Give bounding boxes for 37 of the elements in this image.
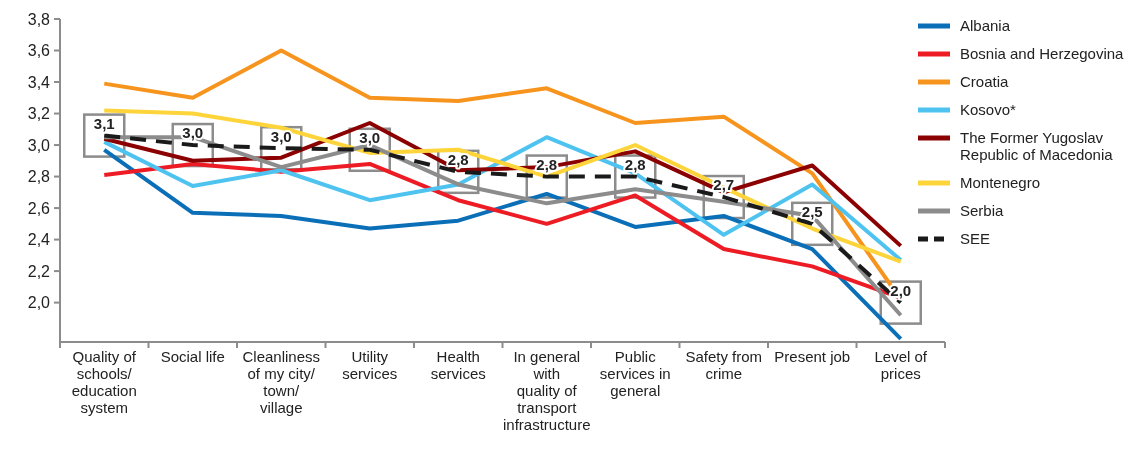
x-tick-label: Public services in general bbox=[599, 348, 671, 399]
x-tick-label: Quality of schools/ education system bbox=[71, 348, 137, 416]
x-tick-label: Social life bbox=[160, 348, 225, 365]
x-tick-label: In general with quality of transport infrastructure bbox=[502, 348, 591, 433]
data-label: 2,8 bbox=[536, 155, 558, 173]
legend-label: Kosovo* bbox=[960, 101, 1017, 119]
data-label: 2,7 bbox=[713, 176, 735, 194]
y-tick-label: 3,4 bbox=[27, 73, 51, 91]
legend-label: Montenegro bbox=[960, 174, 1041, 192]
data-label: 2,8 bbox=[447, 151, 469, 169]
y-tick-label: 3,2 bbox=[27, 105, 51, 123]
y-tick-label: 3,8 bbox=[27, 10, 51, 28]
x-tick-label: Present job bbox=[774, 348, 851, 365]
legend-label: The Former Yugoslav Republic of Macedonia bbox=[960, 129, 1114, 164]
y-tick-label: 2,2 bbox=[27, 262, 51, 280]
x-tick-label: Utility services bbox=[342, 348, 398, 382]
y-tick-label: 3,0 bbox=[27, 136, 51, 154]
data-label: 3,0 bbox=[359, 129, 381, 147]
data-label: 2,5 bbox=[801, 203, 823, 221]
x-tick-label: Health services bbox=[430, 348, 486, 382]
legend-label: Bosnia and Herzegovina bbox=[960, 45, 1125, 63]
data-label: 2,8 bbox=[624, 155, 646, 173]
data-label: 3,0 bbox=[182, 124, 204, 142]
y-tick-label: 2,4 bbox=[27, 231, 51, 249]
y-tick-label: 2,8 bbox=[27, 168, 51, 186]
legend-label: Croatia bbox=[960, 73, 1010, 91]
legend-label: Serbia bbox=[960, 202, 1005, 220]
data-label: 3,0 bbox=[270, 127, 292, 145]
legend-label: Albania bbox=[960, 17, 1011, 35]
x-tick-label: Level of prices bbox=[874, 348, 928, 382]
data-label: 3,1 bbox=[93, 115, 115, 132]
x-tick-label: Safety from crime bbox=[685, 348, 763, 382]
legend-label: SEE bbox=[960, 230, 991, 248]
y-tick-label: 2,6 bbox=[27, 199, 51, 217]
y-tick-label: 2,0 bbox=[27, 294, 51, 312]
y-tick-label: 3,6 bbox=[27, 42, 51, 60]
x-tick-label: Cleanliness of my city/ town/ village bbox=[242, 348, 321, 416]
